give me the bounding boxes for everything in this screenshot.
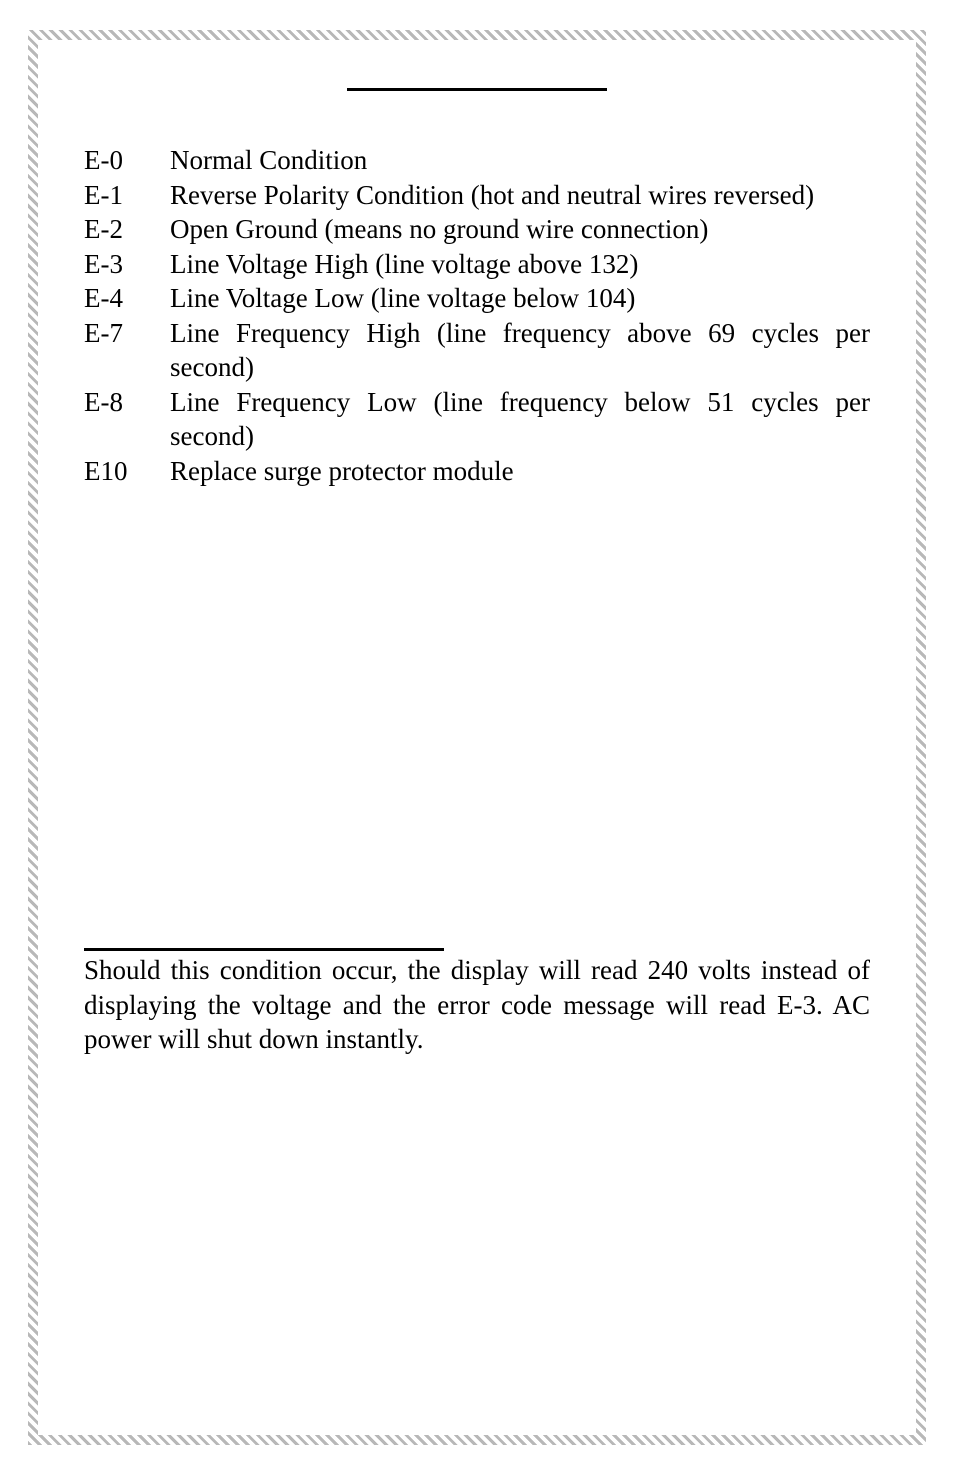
error-code-label: E-1 — [84, 178, 170, 213]
error-code-description: Reverse Polarity Condition (hot and neut… — [170, 178, 870, 213]
error-row: E-4 Line Voltage Low (line voltage below… — [84, 281, 870, 316]
error-code-description: Normal Condition — [170, 143, 870, 178]
error-code-label: E-4 — [84, 281, 170, 316]
error-code-description: Open Ground (means no ground wire connec… — [170, 212, 870, 247]
error-code-label: E-2 — [84, 212, 170, 247]
error-row: E-0 Normal Condition — [84, 143, 870, 178]
note-section: Should this condition occur, the display… — [84, 948, 870, 1057]
error-code-label: E-0 — [84, 143, 170, 178]
error-code-description: Line Frequency Low (line frequency below… — [170, 385, 870, 454]
error-row: E-7 Line Frequency High (line frequency … — [84, 316, 870, 385]
error-row: E-8 Line Frequency Low (line frequency b… — [84, 385, 870, 454]
page: E-0 Normal Condition E-1 Reverse Polarit… — [0, 0, 954, 1475]
note-text: Should this condition occur, the display… — [84, 953, 870, 1057]
error-code-label: E-8 — [84, 385, 170, 420]
error-row: E-2 Open Ground (means no ground wire co… — [84, 212, 870, 247]
error-code-label: E-3 — [84, 247, 170, 282]
error-row: E-3 Line Voltage High (line voltage abov… — [84, 247, 870, 282]
error-code-label: E-7 — [84, 316, 170, 351]
error-code-description: Line Voltage High (line voltage above 13… — [170, 247, 870, 282]
error-code-description: Replace surge protector module — [170, 454, 870, 489]
error-code-description: Line Voltage Low (line voltage below 104… — [170, 281, 870, 316]
error-row: E-1 Reverse Polarity Condition (hot and … — [84, 178, 870, 213]
top-divider — [347, 88, 607, 91]
content-frame: E-0 Normal Condition E-1 Reverse Polarit… — [28, 30, 926, 1445]
note-divider — [84, 948, 444, 951]
error-code-list: E-0 Normal Condition E-1 Reverse Polarit… — [84, 143, 870, 488]
error-code-description: Line Frequency High (line frequency abov… — [170, 316, 870, 385]
error-code-label: E10 — [84, 454, 170, 489]
error-row: E10 Replace surge protector module — [84, 454, 870, 489]
